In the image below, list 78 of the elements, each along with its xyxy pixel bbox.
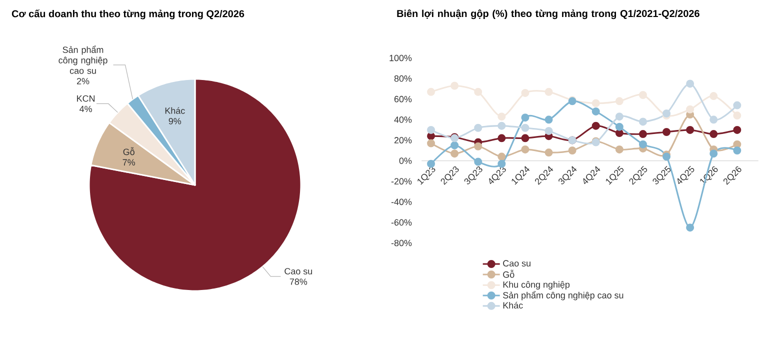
point (662, 128, 671, 136)
point (544, 88, 553, 96)
point (686, 80, 694, 88)
y-tick-label: -60% (391, 219, 412, 226)
y-tick-label: 60% (394, 96, 412, 102)
point (544, 148, 553, 157)
y-tick-label: -40% (391, 198, 412, 206)
point (498, 134, 506, 142)
point (710, 150, 718, 158)
point (474, 124, 482, 132)
point (592, 122, 600, 130)
point (544, 116, 553, 124)
y-tick-label: 100% (390, 54, 412, 62)
slice-label: Cao su (284, 268, 312, 274)
legend-label: Khác (503, 302, 523, 309)
point (615, 112, 624, 121)
point (474, 142, 482, 150)
point (615, 145, 624, 154)
point (733, 112, 742, 120)
point (474, 158, 482, 166)
y-tick-label: -20% (391, 178, 412, 185)
point (450, 150, 459, 158)
data-label: 78% (290, 278, 308, 285)
point (450, 141, 459, 150)
point (427, 88, 436, 96)
point (638, 130, 647, 138)
point (474, 88, 482, 96)
point (638, 140, 647, 148)
slice-label: Sản phẩm công nghiệp cao su (58, 46, 108, 74)
point (427, 126, 436, 134)
point (498, 112, 506, 121)
point (686, 126, 694, 134)
chart-title: Cơ cấu doanh thu theo từng mảng trong Q2/2026 (12, 10, 244, 20)
point (521, 124, 530, 132)
point (615, 97, 624, 106)
y-tick-label: 0% (399, 158, 412, 164)
point (710, 130, 718, 138)
point (521, 145, 530, 154)
slice-label: KCN (77, 95, 95, 102)
point (638, 90, 647, 99)
point (498, 152, 506, 161)
point (521, 114, 530, 122)
data-label: 7% (122, 159, 136, 166)
slice-label: Khác (165, 107, 185, 114)
legend-label: Sản phẩm công nghiệp cao su (503, 291, 624, 300)
point (638, 118, 647, 126)
point (686, 224, 694, 232)
legend-label: Cao su (503, 260, 530, 266)
point (592, 107, 600, 116)
point (498, 122, 506, 130)
point (450, 82, 459, 90)
point (521, 134, 530, 142)
point (662, 109, 671, 118)
data-label: 2% (76, 78, 90, 84)
data-label: 9% (168, 118, 182, 124)
legend-label: Khu công nghiệp (503, 281, 570, 290)
y-tick-label: 40% (394, 116, 412, 123)
point (733, 140, 742, 148)
point (686, 105, 694, 114)
y-tick-label: -80% (391, 240, 412, 246)
point (568, 146, 576, 154)
point (733, 146, 742, 154)
slice-label: Gỗ (123, 147, 134, 156)
y-tick-label: 80% (394, 75, 412, 82)
point (615, 129, 624, 138)
legend-label: Gỗ (503, 270, 514, 278)
point (733, 126, 742, 134)
chart-title: Biên lợi nhuận gộp (%) theo từng mảng trong Q1/2021-Q2/2026 (397, 10, 700, 20)
point (544, 126, 553, 135)
point (733, 101, 742, 110)
point (592, 99, 600, 108)
point (710, 92, 718, 100)
point (710, 116, 718, 124)
point (427, 139, 436, 148)
data-label: 4% (80, 106, 92, 112)
point (521, 88, 530, 97)
point (615, 122, 624, 131)
y-tick-label: 20% (394, 137, 412, 144)
